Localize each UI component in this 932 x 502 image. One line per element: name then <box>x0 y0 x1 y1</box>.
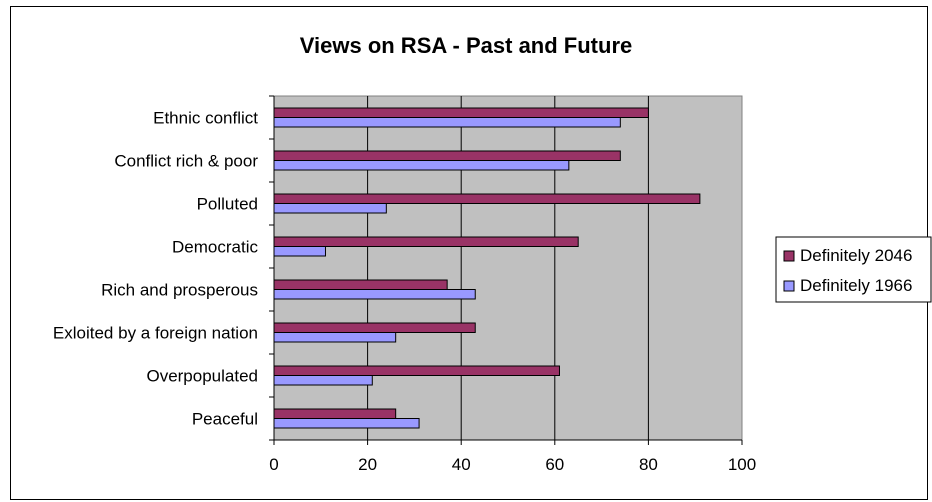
category-label: Exloited by a foreign nation <box>53 324 258 343</box>
bar-definitely-2046 <box>273 107 649 118</box>
category-label: Peaceful <box>192 410 258 429</box>
bar-definitely-1966 <box>273 375 373 386</box>
bar-definitely-1966 <box>273 418 420 429</box>
bar-definitely-1966 <box>273 203 387 214</box>
plot-area: Ethnic conflict Conflict rich & poor Pollu… <box>53 95 756 474</box>
bar-definitely-2046 <box>273 193 701 204</box>
category-label: Polluted <box>197 195 258 214</box>
bar-definitely-2046 <box>273 408 397 419</box>
bar-definitely-1966 <box>273 332 397 343</box>
bar-definitely-1966 <box>273 289 476 300</box>
bar-definitely-1966 <box>273 160 570 171</box>
legend-label: Definitely 1966 <box>800 276 912 295</box>
bar-definitely-1966 <box>273 117 621 128</box>
legend-label: Definitely 2046 <box>800 246 912 265</box>
legend: Definitely 2046 Definitely 1966 <box>775 236 932 303</box>
category-label: Conflict rich & poor <box>114 152 258 171</box>
chart-title: Views on RSA - Past and Future <box>299 33 633 58</box>
legend-swatch <box>783 250 795 262</box>
x-tick-label: 60 <box>545 455 564 474</box>
bar-definitely-2046 <box>273 236 579 247</box>
bar-definitely-2046 <box>273 279 448 290</box>
bar-definitely-1966 <box>273 246 326 257</box>
legend-box <box>775 236 932 303</box>
category-label: Ethnic conflict <box>153 109 258 128</box>
bar-definitely-2046 <box>273 365 560 376</box>
plot-background <box>273 95 743 441</box>
x-tick-label: 80 <box>639 455 658 474</box>
x-tick-label: 20 <box>358 455 377 474</box>
legend-swatch <box>783 280 795 292</box>
category-label: Overpopulated <box>146 367 258 386</box>
x-tick-label: 40 <box>452 455 471 474</box>
category-label: Democratic <box>172 238 258 257</box>
x-tick-label: 100 <box>728 455 756 474</box>
x-tick-label: 0 <box>269 455 278 474</box>
bar-definitely-2046 <box>273 322 476 333</box>
category-label: Rich and prosperous <box>101 281 258 300</box>
bar-definitely-2046 <box>273 150 621 161</box>
